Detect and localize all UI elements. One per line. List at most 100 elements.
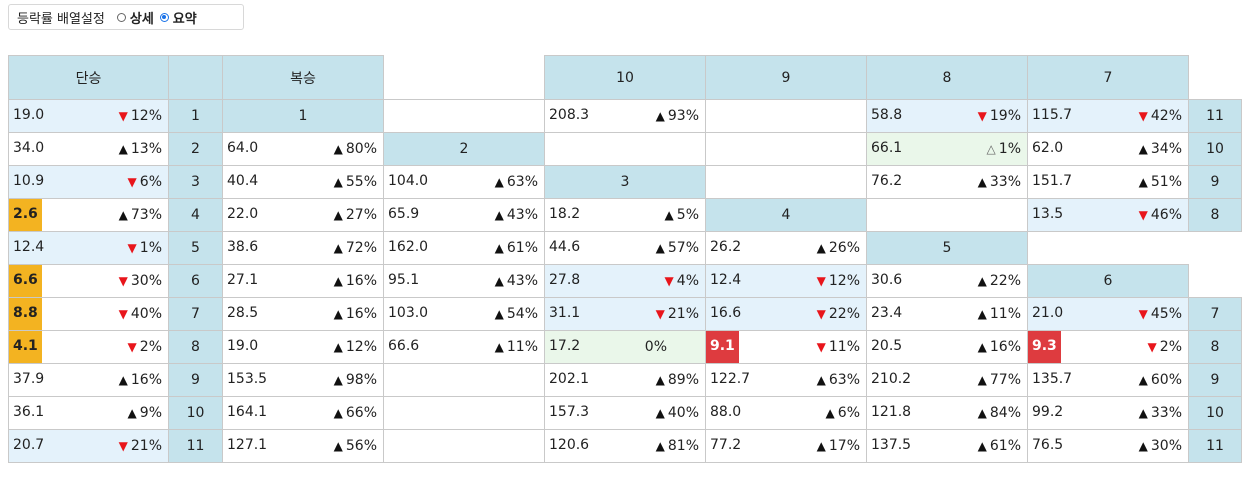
odds-value: 95.1 <box>388 272 420 288</box>
odds-cell[interactable]: 66.1 △ 1% <box>866 132 1028 166</box>
odds-cell[interactable]: 151.7 ▲ 51% <box>1027 165 1189 199</box>
radio-summary-icon[interactable] <box>159 12 169 22</box>
radio-detail-label[interactable]: 상세 <box>129 11 154 27</box>
odds-cell[interactable]: 99.2 ▲ 33% <box>1027 396 1189 430</box>
odds-cell[interactable]: 22.0 ▲ 27% <box>222 198 384 232</box>
odds-cell[interactable]: 20.5 ▲ 16% <box>866 330 1028 364</box>
change-rate: ▲ 61% <box>495 240 538 256</box>
odds-cell[interactable]: 6.6 ▼ 30% <box>8 264 169 298</box>
odds-cell[interactable]: 27.1 ▲ 16% <box>222 264 384 298</box>
odds-cell[interactable]: 17.2 0% <box>544 330 706 364</box>
odds-cell[interactable]: 2.6 ▲ 73% <box>8 198 169 232</box>
change-rate: ▲ 81% <box>656 438 699 454</box>
odds-value: 127.1 <box>227 437 268 453</box>
odds-cell[interactable]: 208.3 ▲ 93% <box>544 99 706 133</box>
odds-cell[interactable]: 18.2 ▲ 5% <box>544 198 706 232</box>
odds-cell[interactable]: 4.1 ▼ 2% <box>8 330 169 364</box>
odds-value: 4.1 <box>9 331 42 363</box>
odds-cell[interactable]: 23.4 ▲ 11% <box>866 297 1028 331</box>
odds-cell[interactable]: 9.3 ▼ 2% <box>1027 330 1189 364</box>
odds-cell[interactable]: 95.1 ▲ 43% <box>383 264 545 298</box>
empty-cell <box>705 132 867 166</box>
odds-cell[interactable]: 162.0 ▲ 61% <box>383 231 545 265</box>
change-percent: 45% <box>1150 306 1182 322</box>
odds-cell[interactable]: 19.0 ▼ 12% <box>8 99 169 133</box>
arrow-up-icon: ▲ <box>333 373 343 387</box>
change-percent: 6% <box>837 405 860 421</box>
odds-cell[interactable]: 76.5 ▲ 30% <box>1027 429 1189 463</box>
odds-value: 77.2 <box>710 437 742 453</box>
arrow-up-icon: ▲ <box>977 175 987 189</box>
row-number: 9 <box>168 363 223 397</box>
arrow-up-icon: ▲ <box>664 208 674 222</box>
arrow-up-icon: ▲ <box>655 406 665 420</box>
odds-cell[interactable]: 76.2 ▲ 33% <box>866 165 1028 199</box>
odds-cell[interactable]: 66.6 ▲ 11% <box>383 330 545 364</box>
odds-cell[interactable]: 137.5 ▲ 61% <box>866 429 1028 463</box>
odds-cell[interactable]: 153.5 ▲ 98% <box>222 363 384 397</box>
odds-cell[interactable]: 34.0 ▲ 13% <box>8 132 169 166</box>
odds-cell[interactable]: 65.9 ▲ 43% <box>383 198 545 232</box>
odds-cell[interactable]: 127.1 ▲ 56% <box>222 429 384 463</box>
odds-cell[interactable]: 121.8 ▲ 84% <box>866 396 1028 430</box>
odds-cell[interactable]: 120.6 ▲ 81% <box>544 429 706 463</box>
odds-cell[interactable]: 28.5 ▲ 16% <box>222 297 384 331</box>
row-number: 5 <box>168 231 223 265</box>
arrow-up-icon: ▲ <box>977 439 987 453</box>
odds-cell[interactable]: 115.7 ▼ 42% <box>1027 99 1189 133</box>
change-rate: ▲ 72% <box>334 240 377 256</box>
odds-cell[interactable]: 9.1 ▼ 11% <box>705 330 867 364</box>
arrow-down-icon: ▼ <box>127 340 137 354</box>
change-percent: 89% <box>667 372 699 388</box>
odds-cell[interactable]: 77.2 ▲ 17% <box>705 429 867 463</box>
odds-value: 103.0 <box>388 305 429 321</box>
radio-detail[interactable]: 상세 <box>116 8 154 27</box>
odds-cell[interactable]: 38.6 ▲ 72% <box>222 231 384 265</box>
odds-cell[interactable]: 12.4 ▼ 12% <box>705 264 867 298</box>
odds-cell[interactable]: 8.8 ▼ 40% <box>8 297 169 331</box>
odds-cell[interactable]: 157.3 ▲ 40% <box>544 396 706 430</box>
odds-cell[interactable]: 210.2 ▲ 77% <box>866 363 1028 397</box>
odds-cell[interactable]: 36.1 ▲ 9% <box>8 396 169 430</box>
radio-summary[interactable]: 요약 <box>159 8 197 27</box>
odds-cell[interactable]: 135.7 ▲ 60% <box>1027 363 1189 397</box>
empty-cell <box>544 132 706 166</box>
odds-cell[interactable]: 13.5 ▼ 46% <box>1027 198 1189 232</box>
odds-cell[interactable]: 31.1 ▼ 21% <box>544 297 706 331</box>
change-percent: 16% <box>989 339 1021 355</box>
odds-cell[interactable]: 104.0 ▲ 63% <box>383 165 545 199</box>
odds-cell[interactable]: 64.0 ▲ 80% <box>222 132 384 166</box>
radio-summary-label[interactable]: 요약 <box>172 11 197 27</box>
odds-cell[interactable]: 20.7 ▼ 21% <box>8 429 169 463</box>
odds-cell[interactable]: 12.4 ▼ 1% <box>8 231 169 265</box>
change-rate: ▼ 21% <box>119 438 162 454</box>
table-row: 2.6 ▲ 73% 4 22.0 ▲ 27% 65.9 ▲ 43% 18.2 ▲ 5% 4 13.5 ▼ 46%… <box>8 198 1242 232</box>
odds-cell[interactable]: 21.0 ▼ 45% <box>1027 297 1189 331</box>
odds-cell[interactable]: 202.1 ▲ 89% <box>544 363 706 397</box>
odds-cell[interactable]: 40.4 ▲ 55% <box>222 165 384 199</box>
odds-value: 17.2 <box>549 338 581 354</box>
odds-value: 34.0 <box>13 140 45 156</box>
change-percent: 21% <box>667 306 699 322</box>
odds-cell[interactable]: 62.0 ▲ 34% <box>1027 132 1189 166</box>
odds-cell[interactable]: 58.8 ▼ 19% <box>866 99 1028 133</box>
odds-cell[interactable]: 44.6 ▲ 57% <box>544 231 706 265</box>
odds-cell[interactable]: 122.7 ▲ 63% <box>705 363 867 397</box>
odds-cell[interactable]: 103.0 ▲ 54% <box>383 297 545 331</box>
change-percent: 30% <box>130 273 162 289</box>
change-percent: 30% <box>1150 438 1182 454</box>
change-percent: 81% <box>667 438 699 454</box>
odds-cell[interactable]: 27.8 ▼ 4% <box>544 264 706 298</box>
radio-detail-icon[interactable] <box>116 12 126 22</box>
header-col-7: 7 <box>1027 55 1189 100</box>
odds-cell[interactable]: 164.1 ▲ 66% <box>222 396 384 430</box>
odds-cell[interactable]: 30.6 ▲ 22% <box>866 264 1028 298</box>
arrow-up-icon: ▲ <box>494 307 504 321</box>
odds-cell[interactable]: 19.0 ▲ 12% <box>222 330 384 364</box>
odds-cell[interactable]: 10.9 ▼ 6% <box>8 165 169 199</box>
arrow-up-icon: ▲ <box>977 274 987 288</box>
odds-cell[interactable]: 16.6 ▼ 22% <box>705 297 867 331</box>
odds-cell[interactable]: 26.2 ▲ 26% <box>705 231 867 265</box>
odds-cell[interactable]: 37.9 ▲ 16% <box>8 363 169 397</box>
odds-cell[interactable]: 88.0 ▲ 6% <box>705 396 867 430</box>
